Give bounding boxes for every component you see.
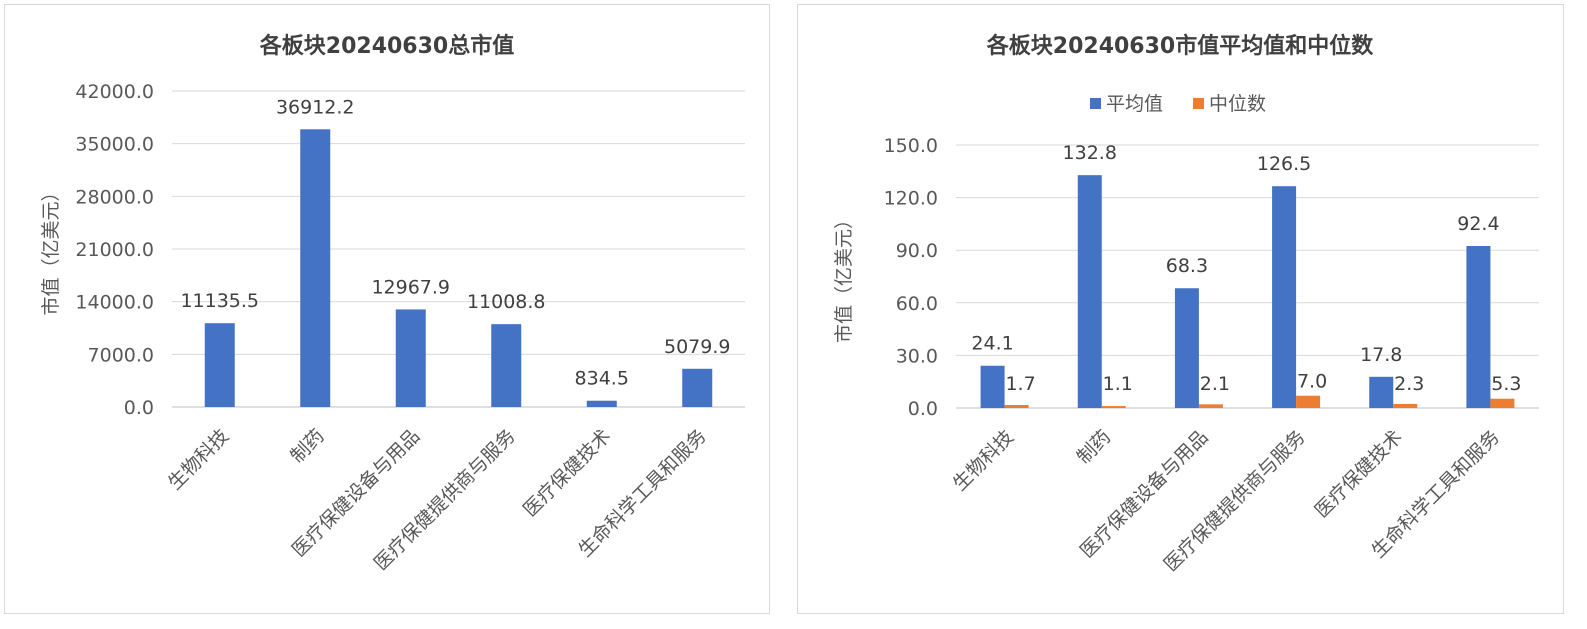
data-label: 132.8 [1063, 142, 1117, 164]
bar [300, 129, 331, 407]
category-label: 生物科技 [949, 426, 1018, 495]
bar [1004, 405, 1029, 408]
legend-label: 平均值 [1106, 93, 1163, 115]
bar [1077, 175, 1102, 408]
category-label: 制药 [1073, 426, 1115, 468]
total-market-cap-chart-panel: 各板块20240630总市值 0.0 7000.0 14000.0 21000.0 280… [4, 4, 770, 614]
data-label: 24.1 [971, 333, 1013, 355]
y-tick-label: 14000.0 [75, 292, 154, 314]
data-label: 126.5 [1257, 153, 1311, 175]
y-tick-label: 28000.0 [75, 186, 154, 208]
data-label: 11135.5 [180, 290, 259, 312]
bar [1272, 186, 1297, 408]
legend-swatch [1090, 98, 1101, 109]
y-tick-label: 0.0 [124, 397, 154, 419]
bar [1466, 245, 1491, 408]
data-label: 68.3 [1166, 255, 1208, 277]
category-label: 制药 [286, 425, 328, 467]
bar [980, 365, 1005, 408]
y-tick-label: 35000.0 [75, 134, 154, 156]
bar [1296, 395, 1321, 408]
y-tick-label: 30.0 [896, 345, 938, 367]
y-tick-label: 120.0 [884, 188, 938, 210]
data-label: 17.8 [1360, 344, 1402, 366]
data-label: 2.1 [1200, 373, 1230, 395]
y-axis-label: 市值（亿美元） [833, 210, 855, 343]
bar [1393, 403, 1418, 408]
legend-label: 中位数 [1209, 93, 1266, 115]
data-label: 7.0 [1297, 371, 1327, 393]
y-tick-label: 42000.0 [75, 81, 154, 103]
data-label: 834.5 [575, 368, 629, 390]
y-tick-label: 21000.0 [75, 239, 154, 261]
category-label: 生物科技 [164, 425, 233, 494]
bar [682, 368, 713, 407]
data-label: 5079.9 [664, 336, 730, 358]
data-label: 36912.2 [276, 96, 355, 118]
avg-median-chart-panel: 各板块20240630市值平均值和中位数 0.0 30.0 60.0 90.0 120.0… [797, 4, 1564, 614]
chart-title: 各板块20240630总市值 [259, 33, 514, 59]
avg-median-chart: 各板块20240630市值平均值和中位数 0.0 30.0 60.0 90.0 120.0… [833, 33, 1539, 576]
bar [1490, 398, 1515, 408]
bar [395, 309, 426, 407]
data-label: 5.3 [1491, 373, 1521, 395]
data-label: 2.3 [1394, 373, 1424, 395]
data-label: 1.1 [1103, 373, 1133, 395]
data-label: 12967.9 [371, 276, 450, 298]
bar [586, 400, 617, 407]
category-label: 医疗保健技术 [1311, 426, 1407, 522]
data-label: 1.7 [1005, 373, 1035, 395]
bar [1174, 288, 1199, 408]
data-label: 11008.8 [467, 291, 546, 313]
y-tick-label: 90.0 [896, 240, 938, 262]
bar [204, 323, 235, 407]
y-tick-label: 60.0 [896, 293, 938, 315]
total-market-cap-chart: 各板块20240630总市值 0.0 7000.0 14000.0 21000.0 280… [40, 33, 745, 575]
y-tick-label: 0.0 [908, 398, 938, 420]
legend-swatch [1193, 98, 1204, 109]
bar [1369, 376, 1394, 408]
bar [1198, 404, 1223, 408]
y-tick-label: 150.0 [884, 135, 938, 157]
chart-title: 各板块20240630市值平均值和中位数 [986, 33, 1374, 59]
category-label: 医疗保健技术 [519, 425, 615, 521]
y-axis-label: 市值（亿美元） [40, 182, 62, 315]
bar [491, 324, 522, 407]
bar [1101, 406, 1126, 408]
data-label: 92.4 [1457, 213, 1499, 235]
y-tick-label: 7000.0 [88, 344, 154, 366]
